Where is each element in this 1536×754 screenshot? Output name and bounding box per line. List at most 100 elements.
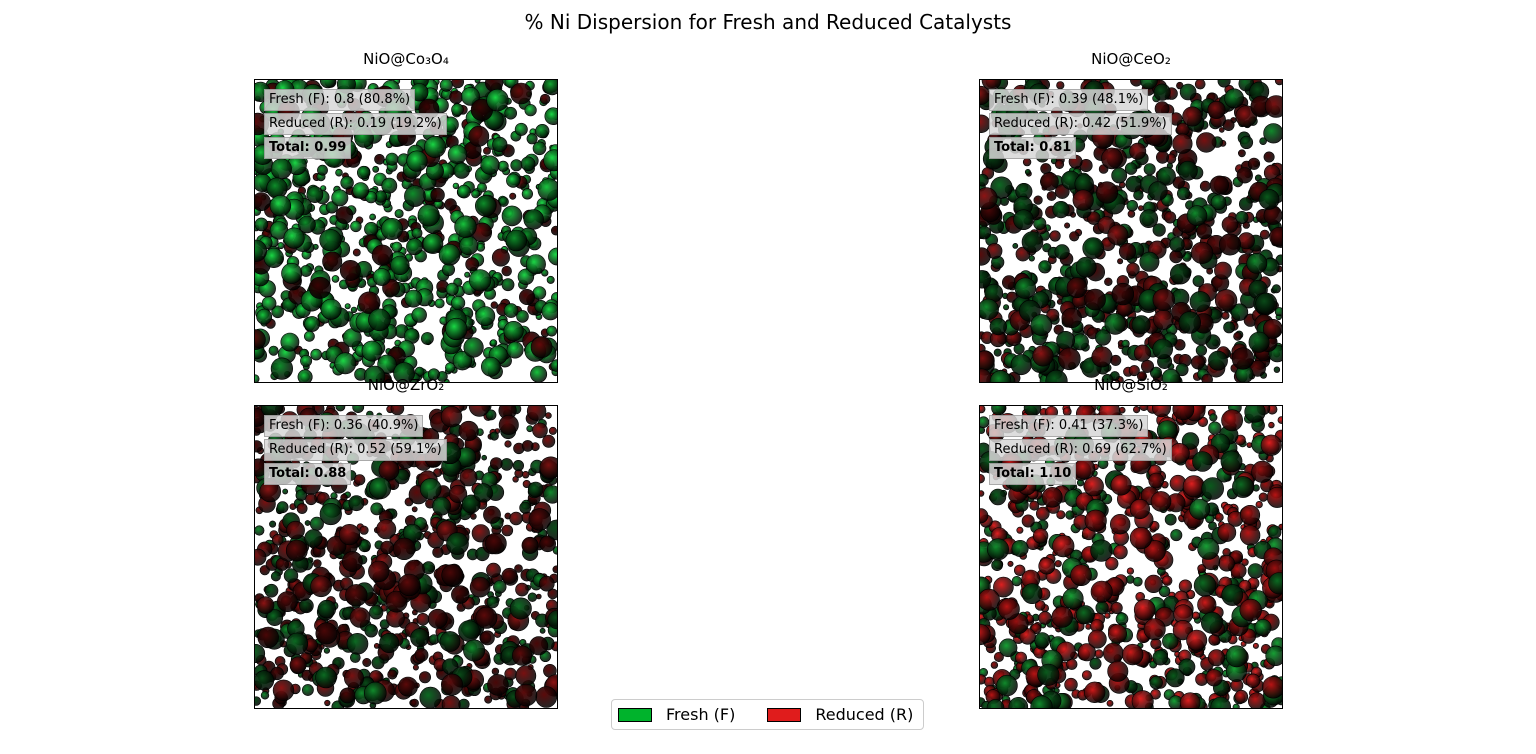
reduced-particle	[1258, 492, 1268, 502]
reduced-particle	[1207, 100, 1226, 119]
fresh-particle	[391, 241, 403, 253]
fresh-particle	[989, 488, 1007, 506]
fresh-particle	[514, 122, 528, 136]
reduced-particle	[980, 623, 991, 646]
fresh-particle	[255, 525, 265, 536]
reduced-particle	[1208, 649, 1226, 667]
reduced-particle	[1087, 629, 1107, 649]
reduced-particle	[1095, 181, 1119, 204]
reduced-particle	[1222, 548, 1231, 557]
reduced-particle	[322, 251, 343, 272]
fresh-particle	[270, 357, 293, 380]
fresh-particle	[524, 104, 537, 117]
fresh-particle	[419, 686, 442, 708]
reduced-particle	[1196, 223, 1213, 240]
fresh-particle	[372, 268, 391, 286]
fresh-particle	[445, 317, 468, 341]
fresh-particle	[352, 406, 365, 413]
fresh-particle	[276, 501, 289, 514]
fresh-particle	[512, 459, 525, 472]
reduced-particle	[535, 686, 557, 708]
fresh-particle	[439, 80, 453, 92]
reduced-particle	[1083, 681, 1106, 703]
reduced-particle	[441, 673, 464, 696]
reduced-particle	[354, 474, 366, 486]
fresh-particle	[485, 409, 497, 421]
reduced-particle	[1118, 242, 1137, 261]
reduced-particle	[526, 406, 547, 421]
fresh-particle	[474, 80, 481, 84]
reduced-annotation: Reduced (R): 0.52 (59.1%)	[264, 439, 447, 461]
reduced-particle	[1038, 557, 1056, 575]
reduced-particle	[344, 668, 365, 689]
reduced-particle	[1090, 580, 1113, 603]
reduced-particle	[1058, 347, 1081, 371]
reduced-particle	[1007, 560, 1014, 567]
fresh-particle	[266, 609, 284, 627]
fresh-particle	[323, 647, 330, 654]
reduced-particle	[487, 674, 509, 696]
subplot-title: NiO@CeO₂	[1091, 50, 1171, 68]
reduced-particle	[980, 490, 985, 497]
reduced-particle	[1179, 692, 1201, 708]
reduced-particle	[490, 301, 499, 309]
fresh-particle	[451, 295, 466, 311]
fresh-particle	[319, 502, 342, 526]
fresh-particle	[417, 204, 440, 227]
reduced-particle	[1214, 289, 1238, 312]
reduced-particle	[1214, 512, 1224, 522]
fresh-particle	[1210, 696, 1231, 708]
fresh-particle	[297, 369, 313, 382]
fresh-particle	[1178, 658, 1196, 676]
fresh-particle	[406, 238, 423, 256]
reduced-particle	[484, 695, 493, 704]
fresh-particle	[471, 189, 480, 199]
reduced-particle	[1033, 195, 1043, 205]
reduced-particle	[514, 564, 523, 573]
fresh-particle	[445, 282, 459, 296]
reduced-particle	[1168, 443, 1190, 464]
reduced-particle	[1086, 211, 1101, 225]
reduced-particle	[339, 260, 361, 282]
fresh-particle	[1140, 80, 1158, 90]
reduced-particle	[1266, 486, 1282, 508]
particle-svg	[980, 80, 1282, 382]
fresh-particle	[1101, 374, 1114, 382]
fresh-particle	[1075, 605, 1095, 625]
reduced-particle	[530, 336, 553, 359]
reduced-particle	[255, 192, 271, 211]
fresh-particle	[1217, 80, 1231, 88]
reduced-particle	[1064, 222, 1071, 229]
reduced-particle	[1255, 500, 1263, 509]
fresh-particle	[1267, 525, 1282, 539]
fresh-particle	[475, 306, 496, 327]
fresh-annotation: Fresh (F): 0.39 (48.1%)	[989, 89, 1149, 111]
reduced-particle	[1129, 142, 1147, 160]
reduced-particle	[277, 591, 298, 613]
reduced-particle	[271, 534, 284, 546]
fresh-particle	[537, 178, 557, 201]
fresh-particle	[370, 502, 384, 516]
reduced-particle	[352, 248, 361, 257]
reduced-particle	[518, 289, 535, 306]
reduced-particle	[1046, 191, 1057, 201]
fresh-particle	[480, 155, 500, 175]
fresh-particle	[523, 209, 544, 230]
reduced-particle	[1231, 347, 1254, 370]
fresh-particle	[350, 306, 358, 314]
reduced-particle	[1069, 231, 1080, 242]
total-annotation: Total: 0.88	[264, 463, 352, 485]
fresh-particle	[364, 222, 379, 237]
fresh-particle	[980, 426, 986, 434]
fresh-annotation: Fresh (F): 0.36 (40.9%)	[264, 415, 424, 437]
reduced-particle	[1051, 606, 1073, 628]
fresh-particle	[434, 298, 445, 309]
fresh-particle	[1170, 529, 1183, 542]
fresh-particle	[1192, 275, 1205, 287]
reduced-particle	[1233, 331, 1242, 341]
reduced-particle	[1191, 355, 1206, 370]
fresh-particle	[1115, 612, 1129, 626]
fresh-particle	[1192, 451, 1213, 472]
reduced-particle	[1277, 416, 1282, 424]
fresh-particle	[369, 605, 384, 620]
